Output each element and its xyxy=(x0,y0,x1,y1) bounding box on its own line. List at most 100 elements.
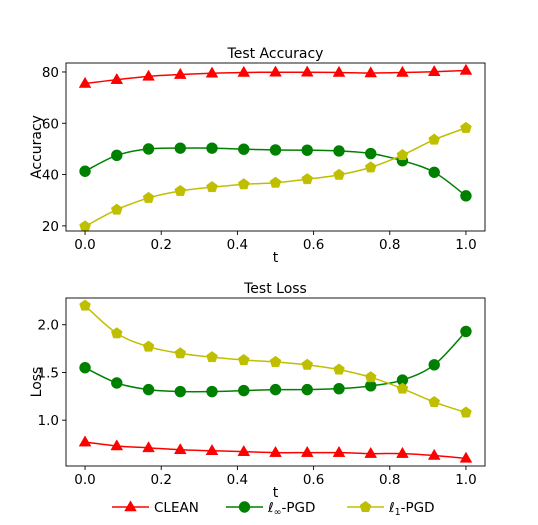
loss-series-2-point-1 xyxy=(110,327,123,339)
accuracy-series-1-point-5 xyxy=(238,143,250,155)
legend-item-1: ℓ∞-PGD xyxy=(226,500,315,518)
loss-series-1-point-5 xyxy=(238,384,250,397)
accuracy-series-0-point-12 xyxy=(459,63,473,75)
loss-series-2 xyxy=(79,299,472,418)
accuracy-series-0-point-6 xyxy=(269,65,282,77)
accuracy-series-0-point-3 xyxy=(173,67,187,79)
loss-chart-title: Test Loss xyxy=(243,281,307,297)
loss-series-2-point-7 xyxy=(301,358,314,370)
accuracy-series-2-point-4 xyxy=(206,181,218,193)
accuracy-ytick-label-0: 20 xyxy=(42,219,59,235)
loss-series-1-point-2 xyxy=(142,383,155,396)
accuracy-xlabel: t xyxy=(273,250,279,266)
loss-series-1-point-6 xyxy=(269,383,282,396)
accuracy-plot-frame xyxy=(65,62,486,232)
loss-series-0-point-5 xyxy=(237,444,251,456)
accuracy-series-2-point-0 xyxy=(79,220,91,232)
loss-series-0-point-10 xyxy=(396,446,409,458)
loss-ytick-label-0: 1.0 xyxy=(38,413,59,429)
accuracy-ytick-label-2: 60 xyxy=(42,116,59,132)
loss-series-0-point-11 xyxy=(427,448,441,460)
loss-series-1-point-11 xyxy=(428,359,440,371)
loss-series-2-point-3 xyxy=(174,347,187,359)
accuracy-series-2-point-10 xyxy=(396,148,409,161)
loss-xtick-label-5: 1.0 xyxy=(455,472,476,488)
accuracy-series-0 xyxy=(78,63,473,88)
accuracy-ytick-label-3: 80 xyxy=(42,65,59,81)
loss-series-2-point-8 xyxy=(333,363,345,375)
accuracy-series-0-point-1 xyxy=(110,72,124,84)
accuracy-series-0-point-0 xyxy=(78,76,92,88)
accuracy-series-2-point-1 xyxy=(110,203,123,215)
legend: CLEAN ℓ∞-PGD ℓ1-PGD xyxy=(112,500,435,518)
accuracy-series-2-point-6 xyxy=(269,176,282,188)
accuracy-series-2 xyxy=(79,121,472,232)
loss-plot-frame xyxy=(65,297,486,467)
accuracy-series-1-point-1 xyxy=(111,149,123,162)
legend-item-2-label: ℓ1-PGD xyxy=(388,500,435,518)
loss-series-0 xyxy=(78,435,473,463)
accuracy-series-1-point-8 xyxy=(333,145,345,157)
accuracy-xtick-label-1: 0.2 xyxy=(150,237,171,253)
accuracy-series-1-point-11 xyxy=(428,166,440,178)
accuracy-series-0-point-2 xyxy=(142,69,155,81)
accuracy-ytick-label-1: 40 xyxy=(42,168,59,184)
loss-xtick-label-4: 0.8 xyxy=(379,472,400,488)
loss-series-1-point-7 xyxy=(301,383,313,396)
accuracy-series-1-point-6 xyxy=(269,144,282,156)
loss-series-0-point-6 xyxy=(269,445,282,457)
loss-series-2-point-10 xyxy=(396,382,409,394)
accuracy-series-1-point-0 xyxy=(79,165,91,177)
loss-series-1-point-1 xyxy=(111,377,123,389)
loss-xtick-label-1: 0.2 xyxy=(150,472,171,488)
accuracy-series-0-point-11 xyxy=(427,65,441,77)
loss-xtick-label-0: 0.0 xyxy=(74,472,95,488)
accuracy-xtick-label-5: 1.0 xyxy=(455,237,476,253)
loss-series-1-point-12 xyxy=(460,325,472,338)
loss-series-1-point-9 xyxy=(365,380,377,392)
accuracy-ylabel: Accuracy xyxy=(29,115,45,179)
legend-item-0-label: CLEAN xyxy=(154,500,199,516)
loss-series-2-point-9 xyxy=(364,371,377,383)
accuracy-series-1-point-3 xyxy=(174,142,186,154)
accuracy-series-2-point-11 xyxy=(428,133,441,145)
loss-series-0-point-0 xyxy=(78,435,92,447)
accuracy-series-2-point-8 xyxy=(333,168,345,180)
loss-series-0-point-1 xyxy=(110,439,124,451)
accuracy-series-2-point-9 xyxy=(364,161,377,173)
legend-item-1-label: ℓ∞-PGD xyxy=(267,500,315,518)
loss-series-1-point-3 xyxy=(174,385,186,398)
accuracy-xtick-label-0: 0.0 xyxy=(74,237,95,253)
accuracy-series-2-point-3 xyxy=(174,184,187,196)
loss-series-1-point-8 xyxy=(333,382,345,395)
loss-series-2-point-2 xyxy=(142,340,155,352)
loss-series-0-point-8 xyxy=(332,445,346,457)
accuracy-xtick-label-4: 0.8 xyxy=(379,237,400,253)
loss-series-0-point-9 xyxy=(364,446,378,458)
loss-series-0-point-7 xyxy=(300,445,314,457)
accuracy-xtick-label-3: 0.6 xyxy=(303,237,324,253)
loss-ylabel: Loss xyxy=(29,367,45,398)
accuracy-series-2-point-12 xyxy=(460,121,472,133)
accuracy-series-0-point-9 xyxy=(364,66,378,78)
loss-ytick-label-1: 1.5 xyxy=(38,365,59,381)
loss-series-2-point-11 xyxy=(428,395,441,407)
loss-series-0-point-4 xyxy=(205,444,219,456)
accuracy-series-0-point-5 xyxy=(237,65,251,77)
loss-series-2-point-5 xyxy=(237,353,250,365)
legend-item-0: CLEAN xyxy=(112,500,199,516)
loss-xlabel: t xyxy=(273,485,279,501)
loss-series-1-point-4 xyxy=(206,385,218,398)
legend-item-2-marker xyxy=(359,500,372,512)
accuracy-xtick-label-2: 0.4 xyxy=(227,237,248,253)
loss-series-2-point-6 xyxy=(269,355,282,367)
accuracy-series-1-point-7 xyxy=(301,144,313,156)
accuracy-chart-title: Test Accuracy xyxy=(227,46,324,62)
accuracy-series-0-point-10 xyxy=(396,65,409,77)
legend-item-1-marker xyxy=(238,501,251,513)
legend-item-2: ℓ1-PGD xyxy=(347,500,435,518)
accuracy-series-0-point-4 xyxy=(205,66,219,78)
loss-series-2-point-12 xyxy=(460,406,472,418)
accuracy-series-2-point-2 xyxy=(142,191,155,203)
